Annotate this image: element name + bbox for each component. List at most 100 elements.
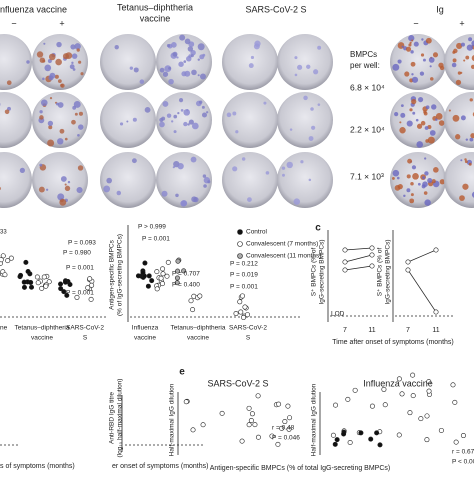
- spot: [297, 65, 302, 70]
- dot: [143, 261, 147, 265]
- legend-marker: [238, 254, 243, 259]
- dot: [276, 402, 280, 406]
- spot: [117, 191, 121, 195]
- well: [222, 92, 278, 148]
- label: Convalescent (7 months): [246, 241, 318, 248]
- spot: [162, 101, 168, 107]
- spot: [416, 119, 419, 122]
- label: Tetanus–diphtheria: [15, 325, 70, 332]
- spot: [411, 193, 414, 196]
- label: 6.8 × 10⁴: [350, 82, 385, 92]
- spot: [290, 128, 292, 130]
- dot: [343, 260, 347, 264]
- dot: [247, 406, 251, 410]
- label: +: [59, 18, 64, 28]
- spot: [61, 176, 67, 182]
- dot: [160, 267, 164, 271]
- spot: [462, 184, 468, 190]
- spot: [39, 115, 44, 120]
- label: 33: [0, 230, 7, 236]
- spot: [412, 173, 419, 180]
- dot: [42, 275, 46, 279]
- spot: [407, 120, 413, 126]
- label: SARS-CoV-2 S: [207, 378, 268, 388]
- spot: [59, 199, 66, 206]
- spot: [65, 52, 72, 59]
- spot: [176, 56, 178, 58]
- spot: [78, 61, 81, 64]
- spot: [198, 74, 200, 76]
- spot: [433, 167, 439, 173]
- spot: [65, 184, 67, 186]
- spot: [183, 122, 187, 126]
- spot: [467, 44, 473, 50]
- dot: [141, 271, 145, 275]
- spot: [249, 63, 254, 68]
- dot: [287, 416, 291, 420]
- spot: [406, 188, 410, 192]
- label: S⁺ BMPCs (% of: [311, 248, 318, 297]
- spot: [295, 74, 298, 77]
- label: P = 0.212: [230, 261, 258, 268]
- dot: [198, 294, 202, 298]
- spot: [80, 72, 83, 75]
- spot: [173, 52, 178, 57]
- spot: [41, 99, 48, 106]
- legend-marker: [238, 242, 243, 247]
- label: S: [246, 335, 251, 342]
- spot: [424, 199, 430, 205]
- dot: [419, 416, 423, 420]
- spot: [193, 197, 198, 202]
- dot: [87, 277, 91, 281]
- spot: [423, 59, 426, 62]
- label: Time after onset of symptoms (months): [332, 339, 454, 346]
- spot: [309, 179, 312, 182]
- spot: [199, 100, 202, 103]
- spot: [232, 112, 236, 116]
- spot: [68, 181, 70, 183]
- dot: [136, 274, 140, 278]
- dot: [359, 431, 363, 435]
- well: [277, 92, 333, 148]
- label: BMPCs: [350, 50, 377, 59]
- spot: [188, 46, 193, 51]
- spot: [464, 158, 466, 160]
- spot: [407, 174, 411, 178]
- label: ne: [0, 325, 8, 332]
- dot: [331, 433, 335, 437]
- label: Influenza: [132, 325, 159, 332]
- dot: [3, 273, 7, 277]
- spot: [430, 65, 432, 67]
- well: [0, 152, 32, 208]
- spot: [77, 187, 83, 193]
- spot: [186, 56, 191, 61]
- dot: [240, 439, 244, 443]
- dot: [234, 311, 238, 315]
- spot: [199, 54, 204, 59]
- pair-line: [408, 250, 436, 262]
- pair-line: [345, 248, 372, 250]
- spot: [186, 109, 188, 111]
- label: Control: [246, 229, 268, 236]
- spot: [412, 165, 416, 169]
- spot: [174, 130, 177, 133]
- spot: [421, 53, 424, 56]
- well: [222, 34, 278, 90]
- spot: [427, 178, 432, 183]
- spot: [398, 42, 405, 49]
- spot: [416, 141, 423, 148]
- dot: [176, 259, 180, 263]
- spot: [47, 139, 54, 146]
- spot: [49, 54, 56, 61]
- spot: [461, 43, 465, 47]
- spot: [159, 122, 165, 128]
- spot: [72, 53, 78, 59]
- spot: [206, 111, 208, 113]
- spot: [50, 97, 52, 99]
- spot: [120, 122, 123, 125]
- label: Influenza vaccine: [363, 378, 433, 388]
- dot: [378, 443, 382, 447]
- spot: [303, 96, 307, 100]
- label: 7.1 × 10³: [350, 171, 384, 181]
- spot: [406, 47, 411, 52]
